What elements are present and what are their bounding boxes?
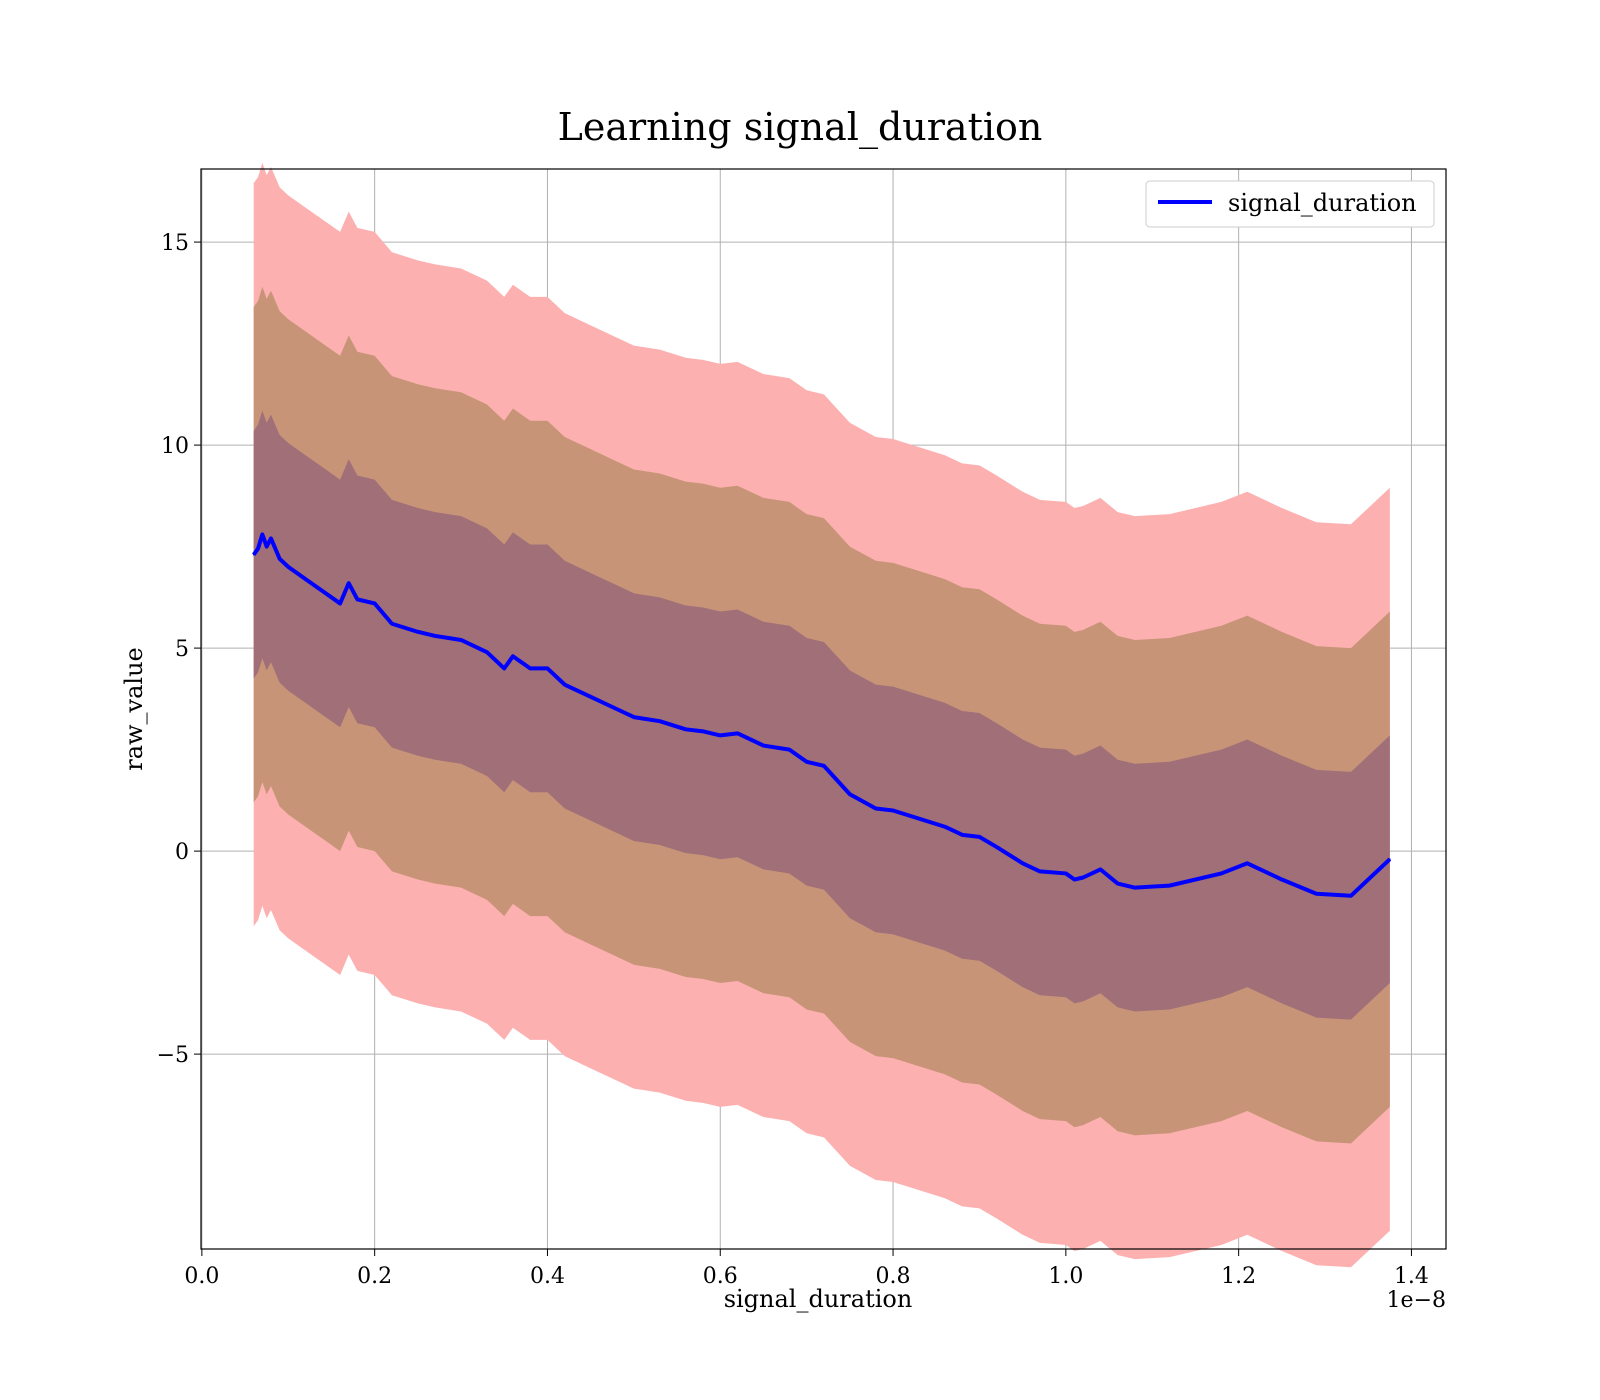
data-point bbox=[1389, 858, 1391, 861]
data-point bbox=[265, 545, 268, 548]
y-tick-label: 0 bbox=[175, 840, 189, 865]
data-point bbox=[1220, 872, 1223, 875]
data-point bbox=[322, 590, 324, 593]
data-point bbox=[823, 765, 825, 767]
x-axis-label: signal_duration bbox=[724, 1285, 913, 1313]
data-point bbox=[874, 807, 877, 810]
plot-frame bbox=[200, 168, 1447, 1250]
data-point bbox=[995, 846, 998, 848]
legend-label: signal_duration bbox=[1228, 189, 1417, 217]
data-point bbox=[563, 683, 566, 686]
x-tick-label: 1.4 bbox=[1394, 1264, 1429, 1289]
x-tick-label: 1.0 bbox=[1048, 1264, 1083, 1289]
x-tick-label: 1.2 bbox=[1221, 1264, 1256, 1289]
data-point bbox=[1065, 872, 1067, 875]
data-point bbox=[1082, 876, 1084, 879]
chart-title: Learning signal_duration bbox=[558, 105, 1043, 150]
data-point bbox=[719, 734, 722, 737]
data-point bbox=[1073, 878, 1076, 881]
x-tick-label: 0.6 bbox=[703, 1264, 738, 1289]
data-point bbox=[1134, 886, 1136, 889]
data-point bbox=[684, 728, 687, 731]
data-point bbox=[633, 716, 635, 718]
data-point bbox=[434, 635, 436, 637]
data-point bbox=[1168, 884, 1171, 887]
data-point bbox=[391, 622, 393, 625]
x-tick-label: 0.8 bbox=[876, 1264, 911, 1289]
data-point bbox=[1246, 862, 1249, 865]
data-point bbox=[287, 566, 290, 568]
data-point bbox=[1116, 882, 1119, 885]
data-point bbox=[347, 582, 350, 584]
data-point bbox=[1315, 892, 1318, 895]
data-point bbox=[1039, 870, 1041, 873]
data-point bbox=[615, 708, 618, 710]
x-axis-offset-text: 1e−8 bbox=[1387, 1288, 1446, 1313]
data-point bbox=[356, 598, 359, 601]
data-point bbox=[762, 744, 765, 747]
data-point bbox=[961, 834, 963, 836]
data-point bbox=[658, 720, 661, 722]
data-point bbox=[978, 836, 981, 838]
data-point bbox=[788, 748, 791, 751]
y-tick-label: 5 bbox=[175, 637, 189, 662]
x-tick-label: 0.2 bbox=[357, 1264, 392, 1289]
data-point bbox=[261, 533, 264, 536]
data-point bbox=[1099, 868, 1102, 871]
data-point bbox=[918, 817, 920, 820]
plot-area: 0.0 0.2 0.4 0.6 0.8 1.0 1.2 1.4 −5 0 5 10 15 signal_d… bbox=[157, 162, 1447, 1289]
data-point bbox=[546, 667, 549, 670]
data-point bbox=[702, 730, 704, 733]
data-point bbox=[944, 825, 946, 828]
data-point bbox=[589, 696, 592, 698]
data-point bbox=[270, 537, 272, 540]
data-point bbox=[529, 667, 531, 670]
data-point bbox=[278, 557, 281, 560]
data-point bbox=[417, 631, 419, 633]
y-tick-label: −5 bbox=[157, 1043, 189, 1068]
y-axis-label: raw_value bbox=[120, 647, 148, 771]
data-point bbox=[503, 667, 506, 670]
data-point bbox=[486, 651, 488, 653]
data-point bbox=[257, 547, 259, 550]
data-point bbox=[512, 655, 514, 658]
data-point bbox=[1350, 894, 1352, 897]
data-point bbox=[736, 732, 739, 735]
x-tick-label: 0.4 bbox=[530, 1264, 565, 1289]
data-point bbox=[373, 602, 376, 605]
data-point bbox=[805, 760, 808, 763]
data-point bbox=[849, 793, 851, 796]
data-point bbox=[1281, 878, 1283, 881]
legend-box bbox=[1145, 180, 1435, 228]
data-point bbox=[304, 578, 307, 580]
band-1sd bbox=[253, 410, 1390, 1020]
data-point bbox=[252, 553, 255, 556]
x-tick-label: 0.0 bbox=[184, 1264, 219, 1289]
series-line-signal-duration bbox=[252, 532, 1392, 898]
y-tick-label: 15 bbox=[161, 231, 189, 256]
y-tick-label: 10 bbox=[161, 434, 189, 459]
data-point bbox=[1021, 862, 1024, 865]
data-point bbox=[460, 639, 462, 641]
data-point bbox=[339, 602, 341, 605]
data-point bbox=[892, 809, 894, 812]
